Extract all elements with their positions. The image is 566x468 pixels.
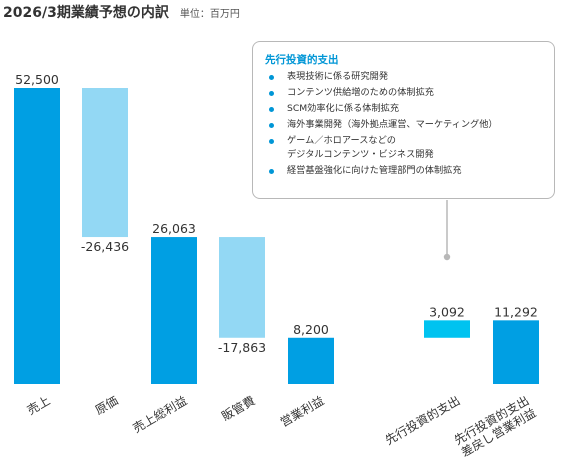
- category-label-line: 原価: [93, 393, 121, 417]
- category-label-line: 先行投資的支出: [382, 393, 462, 448]
- category-label: 売上総利益: [130, 393, 189, 436]
- data-label: 52,500: [15, 72, 59, 87]
- category-label-line: 営業利益: [278, 393, 327, 429]
- title-row: 2026/3期業績予想の内訳 単位：百万円: [3, 2, 240, 24]
- bullet-dot-icon: [269, 123, 274, 128]
- category-label-line: 売上総利益: [130, 393, 189, 436]
- callout-item-text: SCM効率化に係る体制拡充: [287, 103, 400, 114]
- bar-4: [219, 237, 265, 338]
- category-label-line: 販管費: [219, 393, 258, 424]
- bullet-dot-icon: [269, 107, 274, 112]
- data-label: -17,863: [218, 340, 266, 355]
- callout-box: 先行投資的支出 表現技術に係る研究開発コンテンツ供給増のための体制拡充 SCM効率…: [252, 41, 555, 199]
- chart-title: 2026/3期業績予想の内訳: [3, 5, 169, 21]
- bar-7: [493, 320, 539, 384]
- callout-item: SCM効率化に係る体制拡充: [265, 102, 544, 116]
- category-label: 営業利益: [278, 393, 327, 429]
- callout-item-text: 海外事業開発（海外拠点運営、マーケティング他）: [287, 119, 498, 130]
- callout-item-text: 経営基盤強化に向けた管理部門の体制拡充: [287, 165, 462, 176]
- bullet-dot-icon: [269, 75, 274, 80]
- bar-1: [14, 88, 60, 384]
- category-label: 原価: [93, 393, 121, 417]
- bullet-dot-icon: [269, 139, 274, 144]
- category-label-line: 売上: [24, 393, 52, 418]
- data-label: -26,436: [81, 239, 129, 254]
- bullet-dot-icon: [269, 169, 274, 174]
- callout-item-text: コンテンツ供給増のための体制拡充: [287, 87, 434, 98]
- data-label: 8,200: [293, 322, 329, 337]
- callout-item-text: 表現技術に係る研究開発: [287, 71, 389, 82]
- bar-2: [82, 88, 128, 238]
- data-label: 26,063: [152, 221, 196, 236]
- callout-item: 表現技術に係る研究開発: [265, 70, 544, 84]
- category-label: 先行投資的支出差戻し営業利益: [451, 393, 538, 460]
- callout-item: ゲーム／ホロアースなどの デジタルコンテンツ・ビジネス開発: [265, 134, 544, 162]
- bar-3: [151, 237, 197, 384]
- category-label: 販管費: [219, 393, 258, 424]
- category-label: 先行投資的支出: [382, 393, 462, 448]
- data-label: 3,092: [429, 304, 465, 319]
- category-label: 売上: [24, 393, 52, 418]
- bullet-dot-icon: [269, 91, 274, 96]
- callout-list: 表現技術に係る研究開発コンテンツ供給増のための体制拡充 SCM効率化に係る体制拡充…: [265, 70, 544, 178]
- callout-item: 海外事業開発（海外拠点運営、マーケティング他）: [265, 118, 544, 132]
- callout-connector-dot: [443, 253, 451, 261]
- data-label: 11,292: [494, 304, 538, 319]
- callout-item: 経営基盤強化に向けた管理部門の体制拡充: [265, 164, 544, 178]
- callout-title: 先行投資的支出: [265, 54, 339, 66]
- callout-item: コンテンツ供給増のための体制拡充: [265, 86, 544, 100]
- unit-label: 単位：百万円: [179, 9, 240, 20]
- bar-6: [424, 320, 470, 338]
- bar-5: [288, 337, 334, 384]
- callout-item-text: ゲーム／ホロアースなどの デジタルコンテンツ・ビジネス開発: [287, 135, 434, 160]
